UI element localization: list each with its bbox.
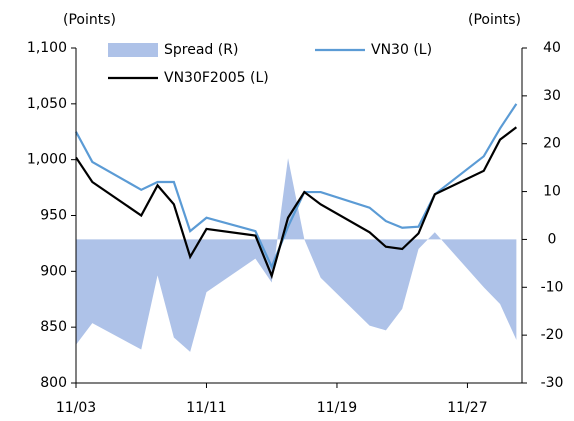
y2-tick-label: -20 bbox=[541, 327, 564, 343]
legend-label: VN30F2005 (L) bbox=[164, 70, 269, 86]
y2-tick-label: 30 bbox=[543, 88, 561, 104]
y-tick-label: 1,000 bbox=[27, 152, 67, 168]
y-tick-label: 850 bbox=[40, 319, 67, 335]
y2-tick-label: 10 bbox=[543, 184, 561, 200]
y2-tick-label: -10 bbox=[541, 279, 564, 295]
x-tick-label: 11/19 bbox=[317, 400, 357, 416]
x-tick-label: 11/03 bbox=[56, 400, 96, 416]
left-axis-label: (Points) bbox=[63, 12, 116, 28]
spread-area bbox=[76, 158, 517, 352]
y2-tick-label: 20 bbox=[543, 136, 561, 152]
y2-tick-label: 40 bbox=[543, 40, 561, 56]
legend-label: Spread (R) bbox=[164, 42, 238, 58]
y-tick-label: 1,100 bbox=[27, 40, 67, 56]
y-tick-label: 950 bbox=[40, 208, 67, 224]
series-line bbox=[75, 126, 518, 280]
y-tick-label: 900 bbox=[40, 263, 67, 279]
legend-swatch bbox=[108, 43, 158, 57]
x-tick-label: 11/27 bbox=[447, 400, 487, 416]
legend-label: VN30 (L) bbox=[371, 42, 432, 58]
x-tick-label: 11/11 bbox=[186, 400, 226, 416]
y2-tick-label: 0 bbox=[548, 231, 557, 247]
right-axis-label: (Points) bbox=[468, 12, 521, 28]
y-tick-label: 1,050 bbox=[27, 96, 67, 112]
y-tick-label: 800 bbox=[40, 375, 67, 391]
y2-tick-label: -30 bbox=[541, 375, 564, 391]
